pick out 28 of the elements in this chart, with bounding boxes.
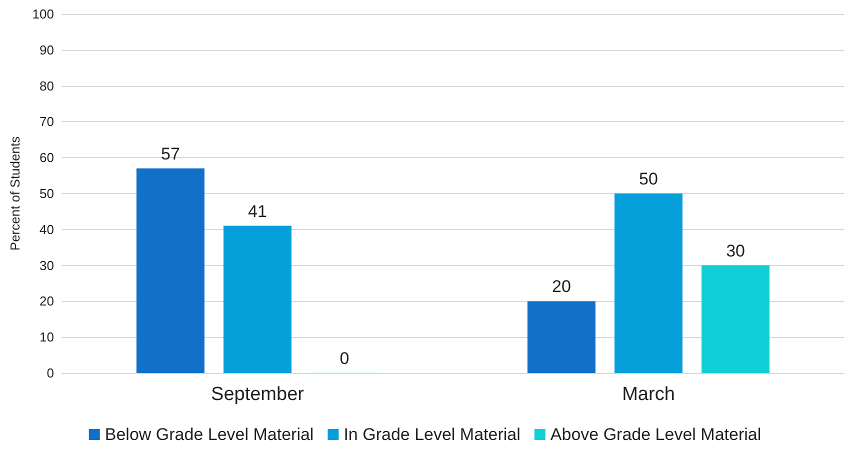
data-label: 0 bbox=[340, 348, 350, 368]
y-tick-label: 40 bbox=[40, 222, 54, 237]
y-tick-label: 0 bbox=[46, 366, 54, 380]
data-label: 30 bbox=[726, 241, 745, 260]
y-tick-label: 100 bbox=[32, 6, 54, 22]
bar bbox=[224, 226, 292, 373]
legend-label: In Grade Level Material bbox=[344, 425, 520, 444]
data-label: 41 bbox=[248, 202, 267, 221]
bar bbox=[527, 301, 596, 373]
bar bbox=[614, 194, 682, 373]
y-tick-label: 90 bbox=[40, 42, 54, 58]
data-label: 57 bbox=[161, 144, 180, 164]
y-tick-label: 50 bbox=[40, 186, 54, 201]
legend-label: Below Grade Level Material bbox=[104, 425, 314, 444]
data-label: 50 bbox=[639, 170, 658, 188]
x-tick-label: September bbox=[211, 384, 305, 405]
bar bbox=[136, 168, 204, 373]
y-tick-label: 60 bbox=[40, 150, 54, 166]
x-tick-label: March bbox=[622, 384, 675, 405]
y-tick-label: 70 bbox=[40, 114, 54, 130]
y-tick-label: 30 bbox=[40, 258, 54, 273]
y-tick-label: 10 bbox=[40, 330, 54, 345]
y-tick-label: 20 bbox=[40, 294, 54, 309]
y-axis-title: Percent of Students bbox=[7, 136, 22, 251]
bar bbox=[702, 265, 770, 373]
data-label: 20 bbox=[552, 277, 571, 296]
y-tick-label: 80 bbox=[40, 78, 54, 94]
legend-label: Above Grade Level Material bbox=[550, 425, 762, 444]
